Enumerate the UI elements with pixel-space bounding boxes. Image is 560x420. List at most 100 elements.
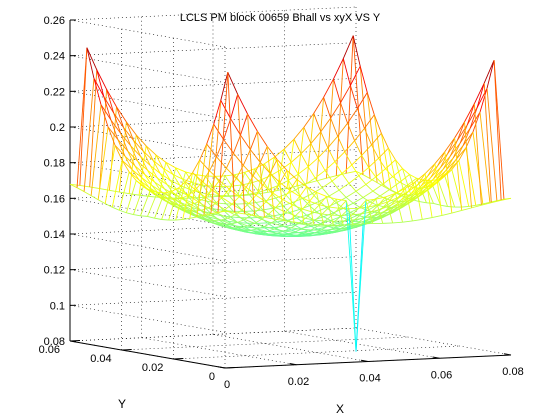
- mesh-line: [313, 223, 324, 226]
- mesh-line: [124, 155, 136, 167]
- mesh-line: [343, 202, 354, 209]
- mesh-line: [345, 200, 354, 225]
- mesh-line: [176, 204, 188, 211]
- mesh-line: [312, 204, 320, 213]
- mesh-line: [223, 118, 232, 140]
- x-tick-mark: [217, 366, 226, 369]
- mesh-line: [364, 211, 372, 219]
- mesh-line: [240, 227, 251, 231]
- mesh-line: [159, 196, 171, 204]
- mesh-line: [226, 203, 234, 212]
- grid-line: [141, 337, 297, 366]
- mesh-line: [486, 88, 498, 201]
- mesh-line: [116, 106, 127, 123]
- mesh-line: [140, 156, 148, 171]
- mesh-line: [310, 225, 319, 231]
- mesh-line: [254, 218, 262, 224]
- mesh-line: [244, 218, 255, 224]
- mesh-line: [214, 203, 226, 211]
- mesh-line: [260, 232, 271, 235]
- mesh-line: [357, 92, 368, 109]
- mesh-line: [367, 216, 378, 221]
- mesh-line: [413, 187, 424, 196]
- mesh-line: [281, 225, 292, 229]
- mesh-line: [345, 190, 357, 198]
- mesh-line: [138, 194, 149, 197]
- mesh-line: [315, 230, 326, 234]
- mesh-line: [423, 177, 432, 188]
- mesh-line: [389, 188, 398, 194]
- mesh-line: [202, 184, 210, 195]
- mesh-line: [237, 221, 248, 227]
- mesh-line: [328, 198, 337, 208]
- mesh-line: [204, 189, 213, 198]
- mesh-line: [134, 165, 143, 178]
- mesh-line: [119, 209, 127, 214]
- mesh-line: [255, 194, 267, 203]
- mesh-line: [400, 191, 409, 201]
- mesh-line: [234, 171, 245, 176]
- mesh-line: [266, 146, 275, 220]
- mesh-line: [103, 96, 112, 120]
- mesh-line: [371, 208, 382, 213]
- mesh-line: [292, 198, 303, 203]
- mesh-line: [247, 113, 258, 132]
- mesh-line: [192, 159, 201, 173]
- mesh-line: [176, 189, 188, 196]
- mesh-line: [251, 179, 262, 184]
- mesh-line: [267, 222, 275, 228]
- mesh-line: [76, 187, 85, 192]
- mesh-line: [297, 166, 309, 175]
- mesh-line: [442, 155, 451, 170]
- mesh-line: [420, 177, 431, 187]
- mesh-line: [150, 189, 161, 198]
- mesh-line: [402, 168, 410, 175]
- mesh-line: [424, 163, 436, 174]
- mesh-line: [357, 214, 365, 218]
- mesh-line: [383, 200, 395, 208]
- mesh-line: [292, 204, 303, 210]
- mesh-line: [147, 192, 158, 217]
- mesh-line: [121, 159, 133, 170]
- mesh-line: [178, 181, 186, 189]
- mesh-line: [320, 225, 329, 231]
- mesh-line: [228, 178, 237, 190]
- mesh-line: [337, 122, 348, 137]
- mesh-line: [199, 159, 210, 172]
- mesh-line: [271, 169, 282, 176]
- mesh-line: [354, 213, 362, 221]
- mesh-line: [345, 200, 357, 352]
- mesh-line: [457, 124, 468, 141]
- mesh-line: [141, 177, 152, 186]
- mesh-line: [378, 196, 386, 206]
- grid-line: [69, 233, 226, 262]
- mesh-line: [423, 179, 434, 204]
- mesh-line: [366, 92, 375, 115]
- mesh-line: [471, 204, 482, 209]
- mesh-line: [355, 190, 364, 198]
- mesh-line: [272, 182, 281, 194]
- mesh-line: [290, 162, 299, 175]
- mesh-line: [447, 139, 458, 155]
- mesh-line: [316, 177, 327, 182]
- mesh-line: [285, 211, 296, 217]
- mesh-line: [244, 213, 255, 216]
- mesh-line: [358, 206, 369, 209]
- mesh-line: [279, 182, 291, 191]
- mesh-line: [83, 191, 92, 197]
- mesh-line: [323, 97, 332, 119]
- mesh-line: [395, 187, 406, 194]
- mesh-line: [269, 159, 278, 174]
- mesh-line: [307, 157, 319, 168]
- mesh-line: [126, 212, 134, 216]
- mesh-line: [344, 140, 355, 153]
- mesh-line: [412, 218, 423, 222]
- mesh-line: [120, 133, 131, 146]
- mesh-line: [299, 186, 308, 197]
- mesh-line: [399, 174, 410, 183]
- mesh-line: [83, 78, 95, 192]
- x-tick-mark: [432, 356, 440, 359]
- mesh-line: [282, 199, 293, 206]
- mesh-line: [261, 213, 269, 220]
- mesh-line: [157, 191, 168, 200]
